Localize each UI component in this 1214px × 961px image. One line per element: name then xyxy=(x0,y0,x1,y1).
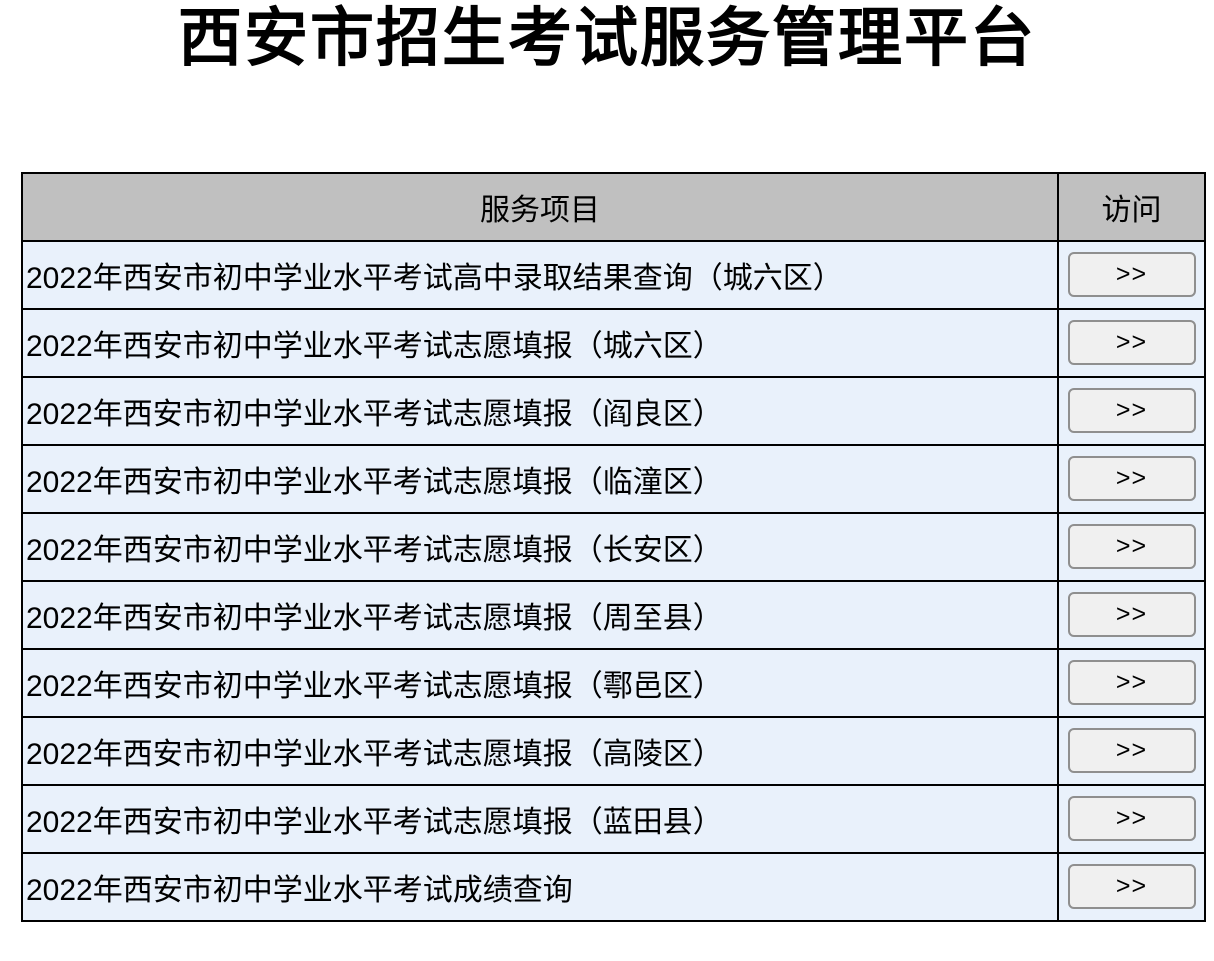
table-row: 2022年西安市初中学业水平考试志愿填报（高陵区） >> xyxy=(21,715,1206,786)
access-button[interactable]: >> xyxy=(1067,728,1196,774)
service-label: 2022年西安市初中学业水平考试高中录取结果查询（城六区） xyxy=(21,239,1059,310)
column-header-access: 访问 xyxy=(1057,171,1206,242)
service-label: 2022年西安市初中学业水平考试志愿填报（周至县） xyxy=(21,579,1059,650)
access-button[interactable]: >> xyxy=(1067,524,1196,570)
access-button[interactable]: >> xyxy=(1067,456,1196,502)
service-label: 2022年西安市初中学业水平考试志愿填报（阎良区） xyxy=(21,375,1059,446)
service-label: 2022年西安市初中学业水平考试志愿填报（高陵区） xyxy=(21,715,1059,786)
service-label: 2022年西安市初中学业水平考试志愿填报（鄠邑区） xyxy=(21,647,1059,718)
table-row: 2022年西安市初中学业水平考试成绩查询 >> xyxy=(21,851,1206,922)
table-row: 2022年西安市初中学业水平考试志愿填报（阎良区） >> xyxy=(21,375,1206,446)
header-row: 服务项目 访问 xyxy=(21,171,1206,242)
service-label: 2022年西安市初中学业水平考试志愿填报（长安区） xyxy=(21,511,1059,582)
page-title: 西安市招生考试服务管理平台 xyxy=(178,2,1036,74)
table-row: 2022年西安市初中学业水平考试志愿填报（周至县） >> xyxy=(21,579,1206,650)
table-row: 2022年西安市初中学业水平考试志愿填报（鄠邑区） >> xyxy=(21,647,1206,718)
access-button[interactable]: >> xyxy=(1067,388,1196,434)
access-button[interactable]: >> xyxy=(1067,320,1196,366)
access-button[interactable]: >> xyxy=(1067,592,1196,638)
table-row: 2022年西安市初中学业水平考试志愿填报（蓝田县） >> xyxy=(21,783,1206,854)
column-header-service: 服务项目 xyxy=(21,171,1059,242)
table-row: 2022年西安市初中学业水平考试高中录取结果查询（城六区） >> xyxy=(21,239,1206,310)
table-row: 2022年西安市初中学业水平考试志愿填报（临潼区） >> xyxy=(21,443,1206,514)
service-label: 2022年西安市初中学业水平考试志愿填报（城六区） xyxy=(21,307,1059,378)
table-row: 2022年西安市初中学业水平考试志愿填报（长安区） >> xyxy=(21,511,1206,582)
table-body: 2022年西安市初中学业水平考试高中录取结果查询（城六区） >> 2022年西安… xyxy=(21,239,1206,922)
access-button[interactable]: >> xyxy=(1067,660,1196,706)
access-button[interactable]: >> xyxy=(1067,796,1196,842)
services-table: 服务项目 访问 2022年西安市初中学业水平考试高中录取结果查询（城六区） >>… xyxy=(21,171,1206,922)
service-label: 2022年西安市初中学业水平考试成绩查询 xyxy=(21,851,1059,922)
table-row: 2022年西安市初中学业水平考试志愿填报（城六区） >> xyxy=(21,307,1206,378)
access-button[interactable]: >> xyxy=(1067,252,1196,298)
service-label: 2022年西安市初中学业水平考试志愿填报（蓝田县） xyxy=(21,783,1059,854)
access-button[interactable]: >> xyxy=(1067,864,1196,910)
table-header: 服务项目 访问 xyxy=(21,171,1206,242)
service-label: 2022年西安市初中学业水平考试志愿填报（临潼区） xyxy=(21,443,1059,514)
